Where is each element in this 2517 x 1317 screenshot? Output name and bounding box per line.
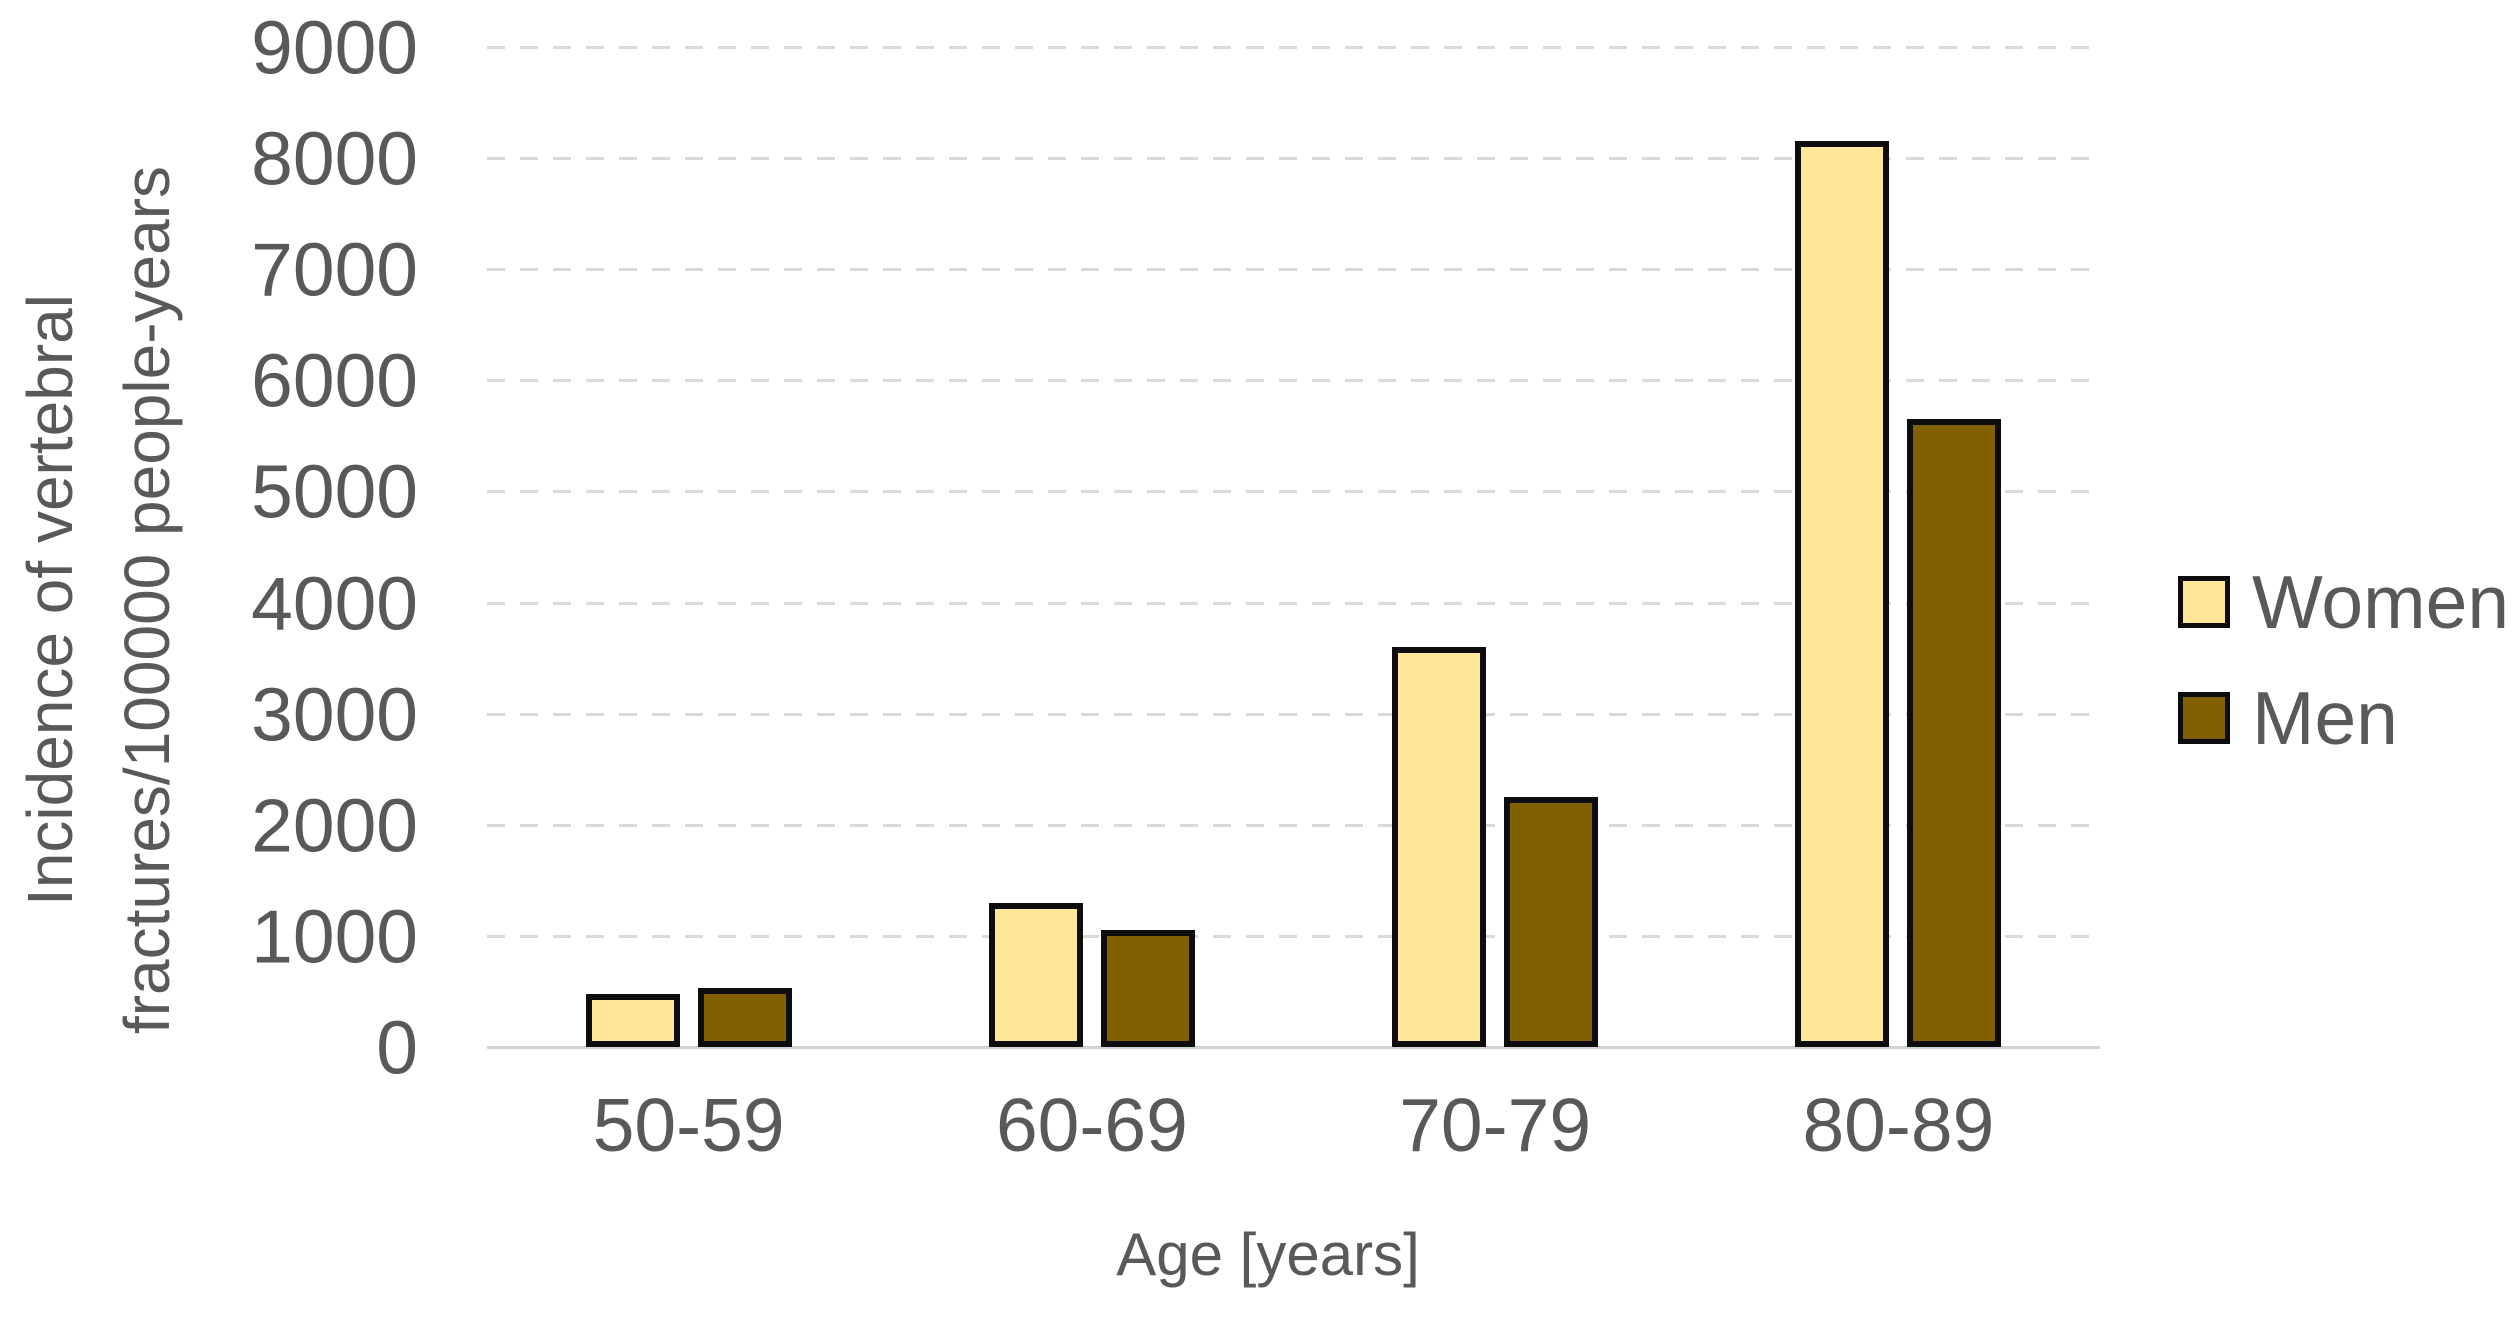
y-tick-label-0: 0 [376, 1005, 418, 1090]
bar-men-60-69 [1100, 930, 1195, 1047]
y-tick-label-5000: 5000 [251, 449, 418, 534]
legend-label-women: Women [2252, 560, 2510, 644]
gridline-7000 [487, 268, 2100, 272]
y-tick-label-7000: 7000 [251, 227, 418, 312]
x-tick-label-70-79: 70-79 [1399, 1083, 1592, 1167]
y-tick-label-1000: 1000 [251, 894, 418, 979]
y-tick-label-4000: 4000 [251, 561, 418, 646]
gridline-9000 [487, 46, 2100, 49]
y-tick-label-8000: 8000 [251, 116, 418, 201]
legend-swatch-icon-women [2178, 576, 2230, 628]
gridline-8000 [487, 157, 2100, 161]
bar-women-60-69 [988, 902, 1083, 1047]
bar-group-60-69 [890, 47, 1293, 1047]
y-tick-label-6000: 6000 [251, 338, 418, 423]
x-axis-line [487, 1046, 2100, 1049]
x-tick-label-80-89: 80-89 [1802, 1083, 1995, 1167]
legend-swatch-icon-men [2178, 692, 2230, 744]
gridline-4000 [487, 601, 2100, 605]
y-tick-label-3000: 3000 [251, 672, 418, 757]
plot-area [487, 46, 2100, 1049]
legend: Women Men [2178, 558, 2509, 762]
bar-group-70-79 [1294, 47, 1697, 1047]
y-axis-title-line-1: Incidence of vertebral [14, 294, 86, 906]
x-tick-label-50-59: 50-59 [592, 1083, 785, 1167]
legend-item-men: Men [2178, 674, 2509, 762]
bar-women-80-89 [1795, 141, 1890, 1047]
legend-item-women: Women [2178, 558, 2509, 646]
bar-group-50-59 [487, 47, 890, 1047]
bar-men-80-89 [1907, 419, 2002, 1047]
gridline-2000 [487, 823, 2100, 827]
bar-men-50-59 [697, 988, 792, 1047]
gridline-3000 [487, 712, 2100, 716]
bars [487, 47, 2100, 1047]
bar-women-70-79 [1392, 647, 1487, 1047]
bar-group-80-89 [1697, 47, 2100, 1047]
bar-women-50-59 [585, 993, 680, 1047]
y-tick-label-2000: 2000 [251, 783, 418, 868]
gridline-1000 [487, 934, 2100, 938]
x-axis-title: Age [years] [1116, 1221, 1420, 1288]
x-axis-tick-labels: 50-59 60-69 70-79 80-89 [487, 1085, 2100, 1165]
bar-men-70-79 [1504, 797, 1599, 1047]
gridline-6000 [487, 379, 2100, 383]
gridline-5000 [487, 490, 2100, 494]
legend-label-men: Men [2252, 676, 2398, 760]
y-tick-label-9000: 9000 [251, 5, 418, 90]
x-tick-label-60-69: 60-69 [995, 1083, 1188, 1167]
